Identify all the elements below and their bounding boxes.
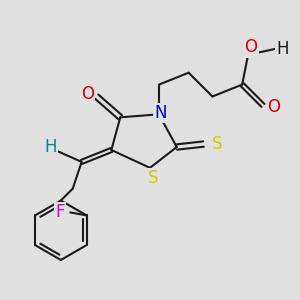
- Text: S: S: [212, 135, 222, 153]
- Text: O: O: [267, 98, 280, 116]
- Text: N: N: [154, 104, 167, 122]
- Text: H: H: [276, 40, 289, 58]
- Text: S: S: [148, 169, 158, 187]
- Text: O: O: [244, 38, 258, 56]
- Text: O: O: [81, 85, 94, 103]
- Text: H: H: [44, 138, 57, 156]
- Text: F: F: [55, 203, 64, 221]
